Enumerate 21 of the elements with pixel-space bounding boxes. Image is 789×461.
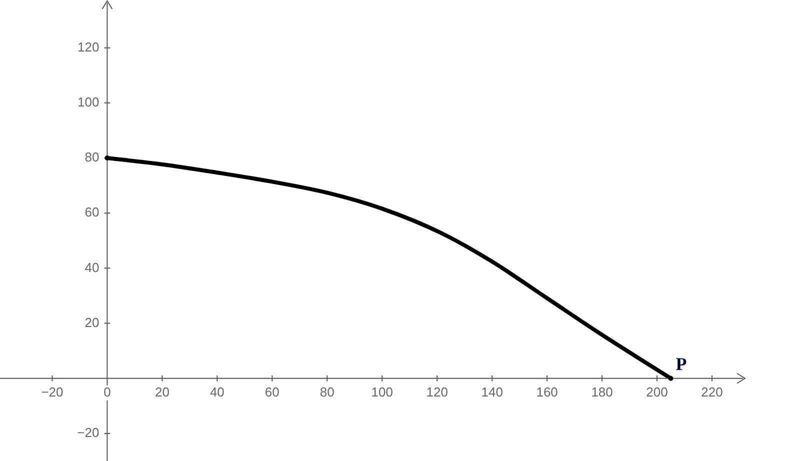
x-tick-label: 40 bbox=[210, 384, 224, 400]
x-tick-label: 20 bbox=[154, 384, 170, 400]
y-tick-label: 100 bbox=[78, 94, 100, 110]
x-tick-label: 200 bbox=[646, 384, 668, 400]
x-tick-label: 180 bbox=[591, 384, 613, 400]
y-tick-label: 80 bbox=[84, 150, 100, 165]
x-tick-label: 120 bbox=[426, 384, 448, 400]
y-tick-label: 20 bbox=[84, 314, 100, 330]
x-tick-label: 140 bbox=[481, 384, 503, 400]
x-tick-label: 100 bbox=[371, 384, 393, 400]
x-tick-label: 80 bbox=[320, 384, 334, 400]
x-tick-label: 60 bbox=[264, 384, 280, 400]
x-tick-label: 160 bbox=[536, 384, 558, 400]
y-tick-label: −20 bbox=[77, 425, 100, 440]
x-tick-label: 220 bbox=[701, 384, 723, 400]
x-tick-label: 0 bbox=[104, 384, 111, 400]
y-tick-label: 120 bbox=[78, 39, 100, 54]
x-tick-label: −20 bbox=[41, 384, 64, 400]
y-tick-label: 60 bbox=[84, 204, 100, 220]
annotation: P bbox=[676, 354, 687, 374]
y-tick-label: 40 bbox=[84, 260, 100, 275]
